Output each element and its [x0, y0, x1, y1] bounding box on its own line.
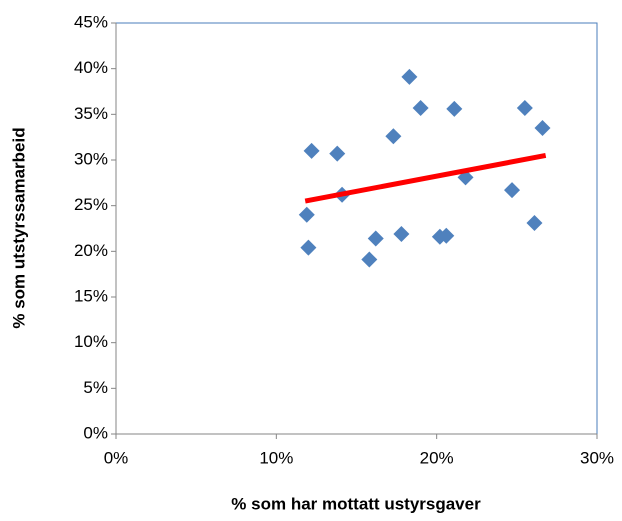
point	[438, 227, 455, 244]
point	[298, 206, 315, 223]
x-tick-label: 0%	[104, 448, 129, 467]
point	[412, 99, 429, 116]
point	[303, 142, 320, 159]
y-tick-label: 20%	[74, 241, 108, 260]
y-tick-label: 15%	[74, 286, 108, 305]
point	[367, 230, 384, 247]
x-tick-label: 10%	[259, 448, 293, 467]
x-tick-label: 30%	[580, 448, 614, 467]
point	[385, 128, 402, 145]
point	[401, 68, 418, 85]
x-axis-title: % som har mottatt ustyrsgaver	[231, 494, 481, 513]
point	[361, 251, 378, 268]
y-tick-label: 10%	[74, 332, 108, 351]
point	[393, 225, 410, 242]
y-tick-label: 25%	[74, 195, 108, 214]
trend-line	[304, 152, 547, 204]
point	[504, 182, 521, 199]
point	[300, 239, 317, 256]
y-tick-label: 45%	[74, 12, 108, 31]
point	[516, 99, 533, 116]
y-tick-label: 35%	[74, 104, 108, 123]
point	[446, 100, 463, 117]
point	[534, 120, 551, 137]
y-tick-label: 0%	[83, 423, 108, 442]
point	[526, 215, 543, 232]
plot-border	[115, 22, 598, 435]
y-tick-label: 30%	[74, 149, 108, 168]
y-tick-label: 5%	[83, 378, 108, 397]
y-tick-label: 40%	[74, 58, 108, 77]
point	[329, 145, 346, 162]
y-axis-title: % som utstyrssamarbeid	[9, 127, 28, 328]
x-tick-label: 20%	[420, 448, 454, 467]
